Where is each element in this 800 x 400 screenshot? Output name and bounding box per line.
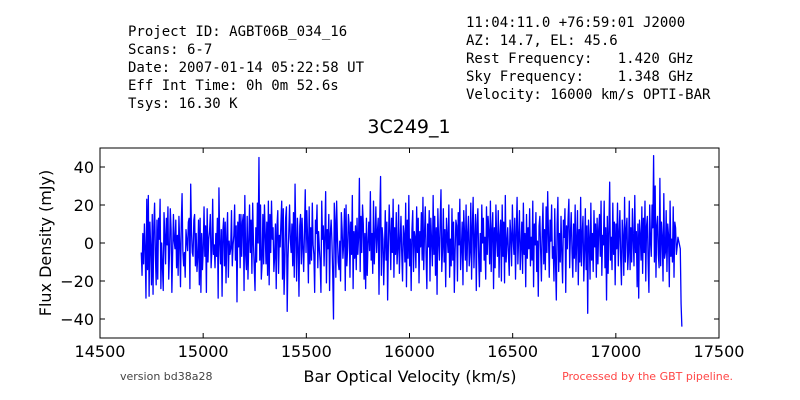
x-tick-label-6: 17500 — [694, 342, 745, 361]
y-tick-label-2: 0 — [84, 234, 94, 253]
header-date: Date: 2007-01-14 05:22:58 UT — [128, 60, 365, 76]
y-tick-label-4: 40 — [74, 158, 94, 177]
x-tick-label-1: 15000 — [178, 342, 229, 361]
plot-frame — [99, 147, 720, 339]
header-sky-frequency: Sky Frequency: 1.348 GHz — [466, 69, 694, 85]
header-velocity: Velocity: 16000 km/s OPTI-BAR — [466, 87, 711, 103]
y-tick-label-0: −40 — [60, 310, 94, 329]
header-rest-frequency: Rest Frequency: 1.420 GHz — [466, 51, 694, 67]
y-tick-label-1: −20 — [60, 272, 94, 291]
x-tick-label-0: 14500 — [75, 342, 126, 361]
series-group — [140, 154, 683, 327]
x-tick-label-3: 16000 — [384, 342, 435, 361]
header-eff-int-time: Eff Int Time: 0h 0m 52.6s — [128, 78, 339, 94]
header-coordinates: 11:04:11.0 +76:59:01 J2000 — [466, 15, 685, 31]
header-scans: Scans: 6-7 — [128, 42, 212, 58]
header-right: 11:04:11.0 +76:59:01 J2000 AZ: 14.7, EL:… — [466, 15, 711, 103]
header-left: Project ID: AGBT06B_034_16 Scans: 6-7 Da… — [128, 24, 365, 112]
series-line-0 — [140, 154, 683, 327]
y-axis-ticks: −40 −20 0 20 40 — [60, 158, 719, 329]
y-tick-label-3: 20 — [74, 196, 94, 215]
x-tick-label-2: 15500 — [281, 342, 332, 361]
x-tick-label-5: 17000 — [590, 342, 641, 361]
header-az-el: AZ: 14.7, EL: 45.6 — [466, 33, 618, 49]
y-axis-label: Flux Density (mJy) — [36, 170, 55, 317]
header-project-id: Project ID: AGBT06B_034_16 — [128, 24, 347, 40]
x-tick-label-4: 16500 — [487, 342, 538, 361]
version-label: version bd38a28 — [120, 370, 213, 383]
chart-title: 3C249_1 — [367, 116, 450, 138]
x-axis-label: Bar Optical Velocity (km/s) — [304, 367, 517, 386]
header-tsys: Tsys: 16.30 K — [128, 96, 238, 112]
processed-label: Processed by the GBT pipeline. — [562, 370, 733, 383]
